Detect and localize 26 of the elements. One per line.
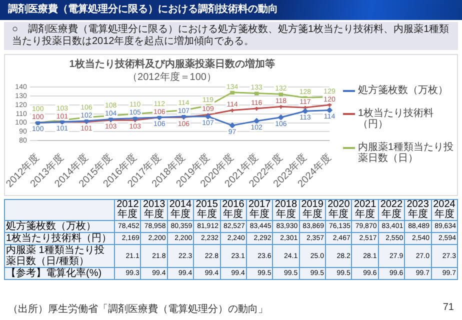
chart-subtitle: （2012年度＝100） bbox=[128, 70, 216, 83]
x-tick-label: 2019年度 bbox=[299, 199, 326, 220]
x-tick-label: 2014年度 bbox=[167, 199, 194, 220]
x-tick-label: 2012年度 bbox=[114, 199, 141, 220]
y-tick-label: 1枚当たり技術料（円） bbox=[4, 232, 114, 244]
x-tick-label: 2021年度 bbox=[352, 199, 378, 220]
x-tick-label: 2023年度 bbox=[404, 199, 431, 220]
y-tick-label: 内服薬 1種類当たり投薬日数（日/種類） bbox=[4, 244, 114, 268]
y-tick-label: 処方箋枚数（万枚） bbox=[4, 220, 114, 232]
x-tick-label: 2013年度 bbox=[140, 199, 168, 220]
x-tick-label: 2015年度 bbox=[194, 199, 220, 220]
x-tick-label: 2016年度 bbox=[220, 199, 246, 220]
legend-label: 処方箋枚数（万枚） bbox=[358, 85, 448, 96]
legend-label: 内服薬1種類当たり投薬日数（日） bbox=[358, 142, 455, 164]
y-tick-label: 【参考】電算化率(%) bbox=[4, 268, 114, 280]
x-tick-label: 2018年度 bbox=[272, 199, 300, 220]
chart-title: 1枚当たり技術料及び内服薬投薬日数の増加等 bbox=[69, 58, 275, 70]
x-tick-label: 2024年度 bbox=[431, 199, 458, 220]
text: 調剤医療費（電算処理分に限る）における調剤技術料の動向 bbox=[0, 0, 462, 20]
text: 71 bbox=[442, 302, 454, 313]
text: （出所）厚生労働省「調剤医療費（電算処理分）の動向」 bbox=[8, 302, 268, 316]
text: ○ 調剤医療費（電算処理分に限る）における処方箋枚数、処方箋1枚当たり技術料、内服薬1種類当たり投薬日数は2012年度を起点に増加傾向である。 bbox=[4, 22, 458, 50]
legend-label: 1枚当たり技術料（円） bbox=[358, 108, 435, 130]
x-tick-label: 2020年度 bbox=[326, 199, 352, 220]
x-tick-label: 2017年度 bbox=[246, 199, 273, 220]
x-tick-label: 2022年度 bbox=[378, 199, 405, 220]
